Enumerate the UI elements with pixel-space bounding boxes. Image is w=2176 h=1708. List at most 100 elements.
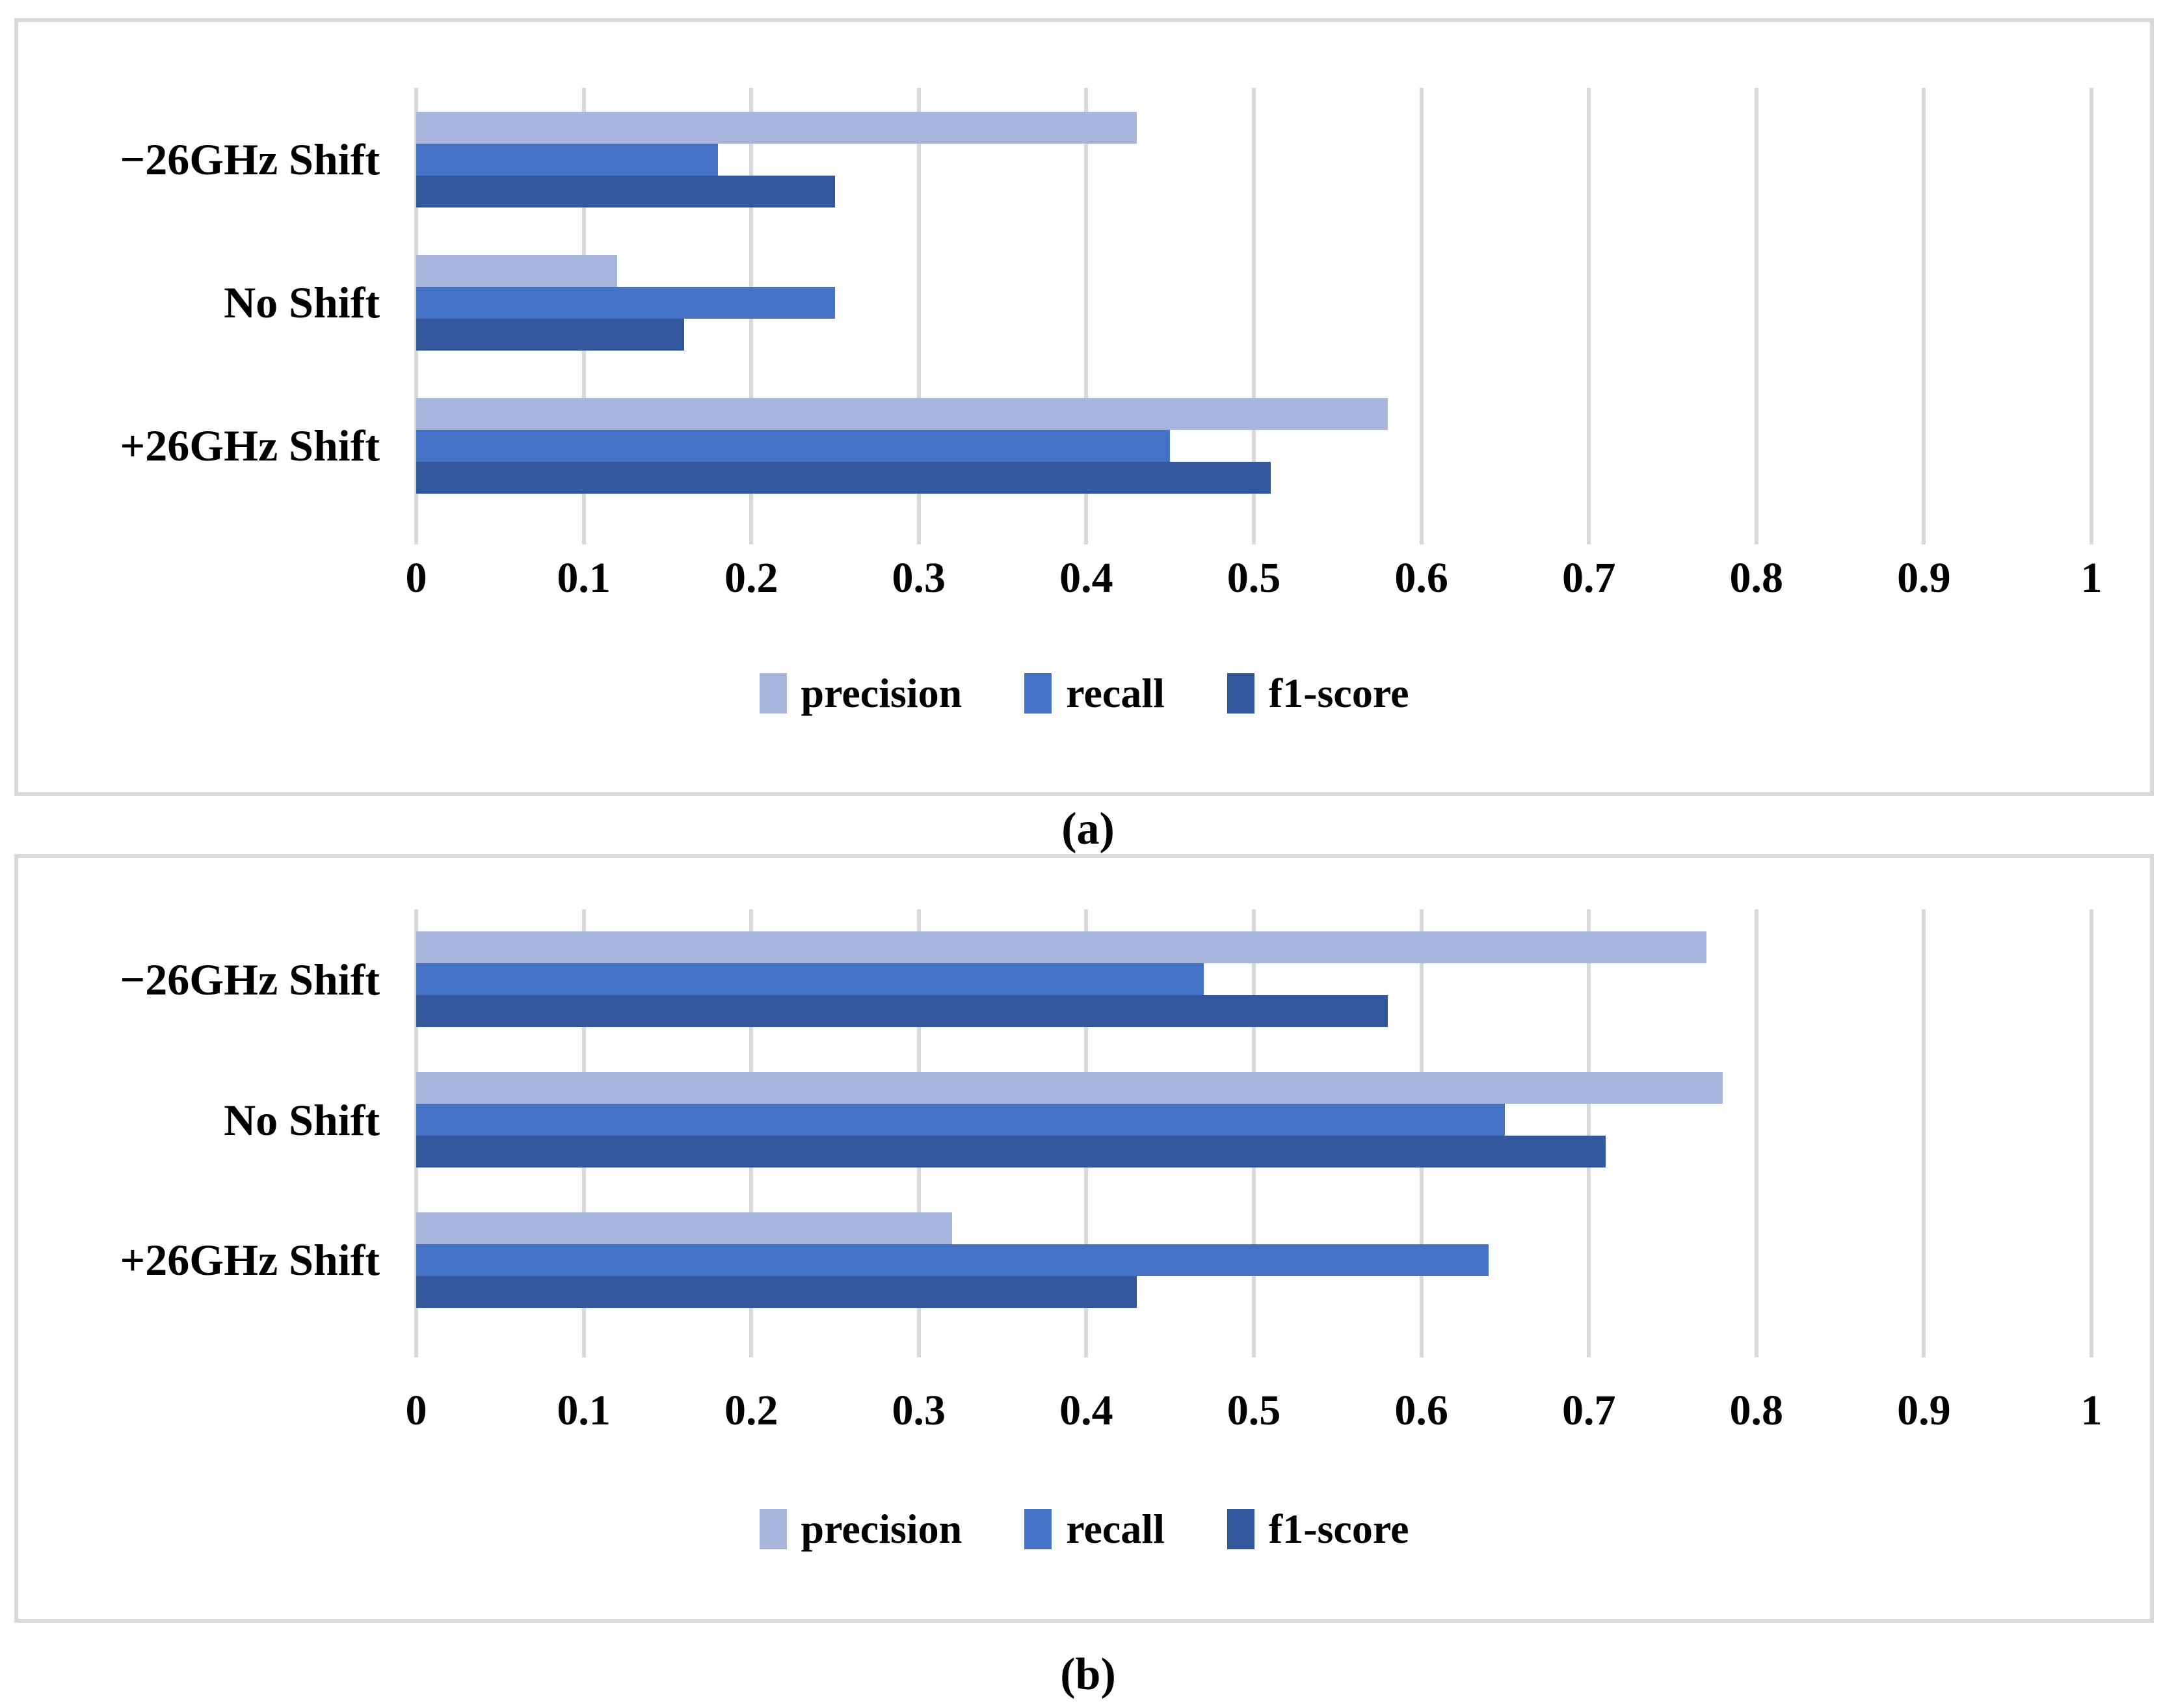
chart-a-group-1: [416, 88, 2091, 231]
chart-b-tick-mark-0.1: [581, 1330, 586, 1357]
chart-a-tick-label-0: 0: [405, 554, 427, 602]
chart-b-tick-mark-0.8: [1754, 1330, 1758, 1357]
legend-swatch-icon: [1227, 673, 1254, 714]
chart-a-group-2: [416, 231, 2091, 374]
chart-a-plot-area: [414, 88, 2093, 544]
chart-a-bar-f1-score-2: [416, 318, 685, 351]
chart-b-tick-label-0.1: 0.1: [557, 1387, 611, 1434]
chart-a-tick-mark-0.3: [916, 517, 921, 544]
chart-b-group-3: [416, 1190, 2091, 1330]
chart-a-gridline-1: [2090, 88, 2093, 517]
chart-a-gridline-0.8: [1754, 88, 1758, 517]
chart-b-bar-precision-1: [416, 931, 1706, 964]
chart-b-category-label-3: +26GHz Shift: [120, 1235, 380, 1285]
chart-a-bar-recall-1: [416, 143, 718, 176]
chart-b-tick-label-0: 0: [405, 1387, 427, 1434]
chart-b-tick-label-0.3: 0.3: [892, 1387, 946, 1434]
chart-b-bar-recall-3: [416, 1244, 1489, 1276]
chart-a-tick-mark-0.1: [581, 517, 586, 544]
chart-b-gridline-0.7: [1587, 909, 1591, 1330]
chart-b-plot-area: [414, 909, 2093, 1357]
chart-b-bar-precision-3: [416, 1212, 953, 1244]
chart-b-tick-mark-0.6: [1419, 1330, 1424, 1357]
chart-a-legend-item-precision: precision: [759, 670, 962, 716]
chart-b-category-label-1: −26GHz Shift: [120, 954, 380, 1004]
chart-b-bar-recall-1: [416, 963, 1204, 996]
chart-a-tick-label-0.1: 0.1: [557, 554, 611, 602]
chart-a-category-label-3: +26GHz Shift: [120, 421, 380, 470]
chart-b-tick-label-0.7: 0.7: [1561, 1387, 1616, 1434]
chart-b-tick-label-0.8: 0.8: [1729, 1387, 1784, 1434]
chart-a-tick-mark-0: [414, 517, 418, 544]
chart-a-bar-recall-3: [416, 429, 1171, 462]
chart-b-tick-mark-0.2: [749, 1330, 754, 1357]
caption-b: (b): [1060, 1649, 1116, 1700]
chart-a-gridline-0.6: [1419, 88, 1424, 517]
legend-swatch-icon: [1024, 1509, 1052, 1549]
chart-a-tick-label-0.9: 0.9: [1897, 554, 1951, 602]
chart-a-bar-precision-1: [416, 111, 1137, 144]
chart-a-tick-mark-0.6: [1419, 517, 1424, 544]
chart-b-legend-label-precision: precision: [801, 1506, 962, 1552]
chart-b-group-1: [416, 909, 2091, 1050]
chart-a-tick-label-0.2: 0.2: [724, 554, 778, 602]
chart-a-category-label-2: No Shift: [224, 278, 380, 327]
chart-b-tick-mark-1: [2090, 1330, 2093, 1357]
chart-a: −26GHz Shift No Shift +26GHz Shift 0 0.1 0.2…: [14, 18, 2154, 796]
chart-b-tick-mark-0: [414, 1330, 418, 1357]
chart-b-bar-f1-score-2: [416, 1136, 1606, 1168]
chart-b-legend-item-recall: recall: [1024, 1508, 1165, 1550]
chart-a-legend-item-recall: recall: [1024, 673, 1165, 714]
chart-b-group-2: [416, 1050, 2091, 1190]
chart-b-bar-recall-2: [416, 1104, 1506, 1136]
chart-b-tick-mark-0.9: [1922, 1330, 1926, 1357]
chart-a-tick-label-0.5: 0.5: [1227, 554, 1281, 602]
chart-a-tick-label-0.6: 0.6: [1394, 554, 1448, 602]
chart-a-gridline-0.7: [1587, 88, 1591, 517]
chart-b-category-label-2: No Shift: [224, 1095, 380, 1145]
chart-a-legend-label-f1-score: f1-score: [1268, 670, 1409, 716]
chart-b-tick-mark-0.7: [1587, 1330, 1591, 1357]
chart-a-tick-label-1: 1: [2080, 554, 2103, 602]
chart-a-bar-groups: [416, 88, 2091, 517]
chart-b-legend-label-recall: recall: [1066, 1506, 1165, 1552]
caption-a: (a): [1061, 804, 1115, 854]
chart-a-category-label-1: −26GHz Shift: [120, 135, 380, 184]
chart-a-tick-mark-1: [2090, 517, 2093, 544]
chart-b-tick-label-0.4: 0.4: [1059, 1387, 1113, 1434]
chart-a-x-axis: 0 0.1 0.2 0.3 0.4 0.5 0.6 0.7 0.8 0.9 1: [406, 552, 2103, 604]
chart-b-tick-mark-0.5: [1252, 1330, 1256, 1357]
chart-a-gridline-0.5: [1252, 88, 1256, 517]
chart-a-category-labels: −26GHz Shift No Shift +26GHz Shift: [18, 88, 380, 517]
legend-swatch-icon: [1227, 1509, 1254, 1549]
chart-b-legend-item-precision: precision: [759, 1506, 962, 1552]
chart-b-x-axis: 0 0.1 0.2 0.3 0.4 0.5 0.6 0.7 0.8 0.9 1: [406, 1385, 2103, 1437]
chart-a-tick-label-0.4: 0.4: [1059, 554, 1113, 602]
chart-a-bar-recall-2: [416, 286, 835, 319]
chart-a-gridline-0.4: [1084, 88, 1089, 517]
chart-b-tick-label-0.2: 0.2: [724, 1387, 778, 1434]
legend-swatch-icon: [759, 1509, 787, 1549]
legend-swatch-icon: [759, 673, 787, 714]
chart-b-tick-label-0.5: 0.5: [1227, 1387, 1281, 1434]
chart-a-gridline-0.3: [916, 88, 921, 517]
chart-a-tick-mark-0.8: [1754, 517, 1758, 544]
legend-swatch-icon: [1024, 673, 1052, 714]
chart-a-tick-mark-0.2: [749, 517, 754, 544]
chart-b-bar-f1-score-1: [416, 995, 1388, 1028]
chart-b-bar-precision-2: [416, 1072, 1723, 1104]
chart-a-bar-f1-score-3: [416, 461, 1271, 494]
chart-b-gridline-0.9: [1922, 909, 1926, 1330]
chart-a-tick-label-0.8: 0.8: [1729, 554, 1784, 602]
chart-a-bar-f1-score-1: [416, 175, 835, 207]
chart-a-legend-label-precision: precision: [801, 670, 962, 716]
chart-a-legend: precision recall f1-score: [18, 673, 2150, 714]
chart-b-gridline-0.8: [1754, 909, 1758, 1330]
chart-b-bar-f1-score-3: [416, 1275, 1137, 1308]
chart-a-tick-mark-0.7: [1587, 517, 1591, 544]
chart-a-group-3: [416, 374, 2091, 517]
chart-b-legend: precision recall f1-score: [18, 1508, 2150, 1550]
chart-b-tick-label-0.9: 0.9: [1897, 1387, 1951, 1434]
chart-b-tick-label-0.6: 0.6: [1394, 1387, 1448, 1434]
